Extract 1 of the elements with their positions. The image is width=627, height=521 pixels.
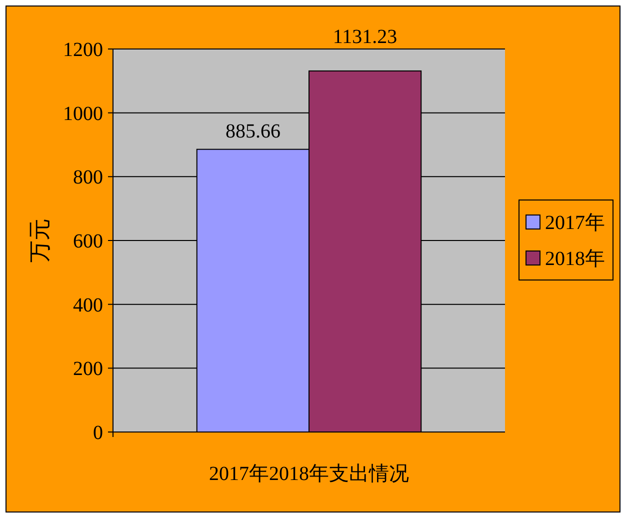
ylabel: 万元 [27,218,52,262]
